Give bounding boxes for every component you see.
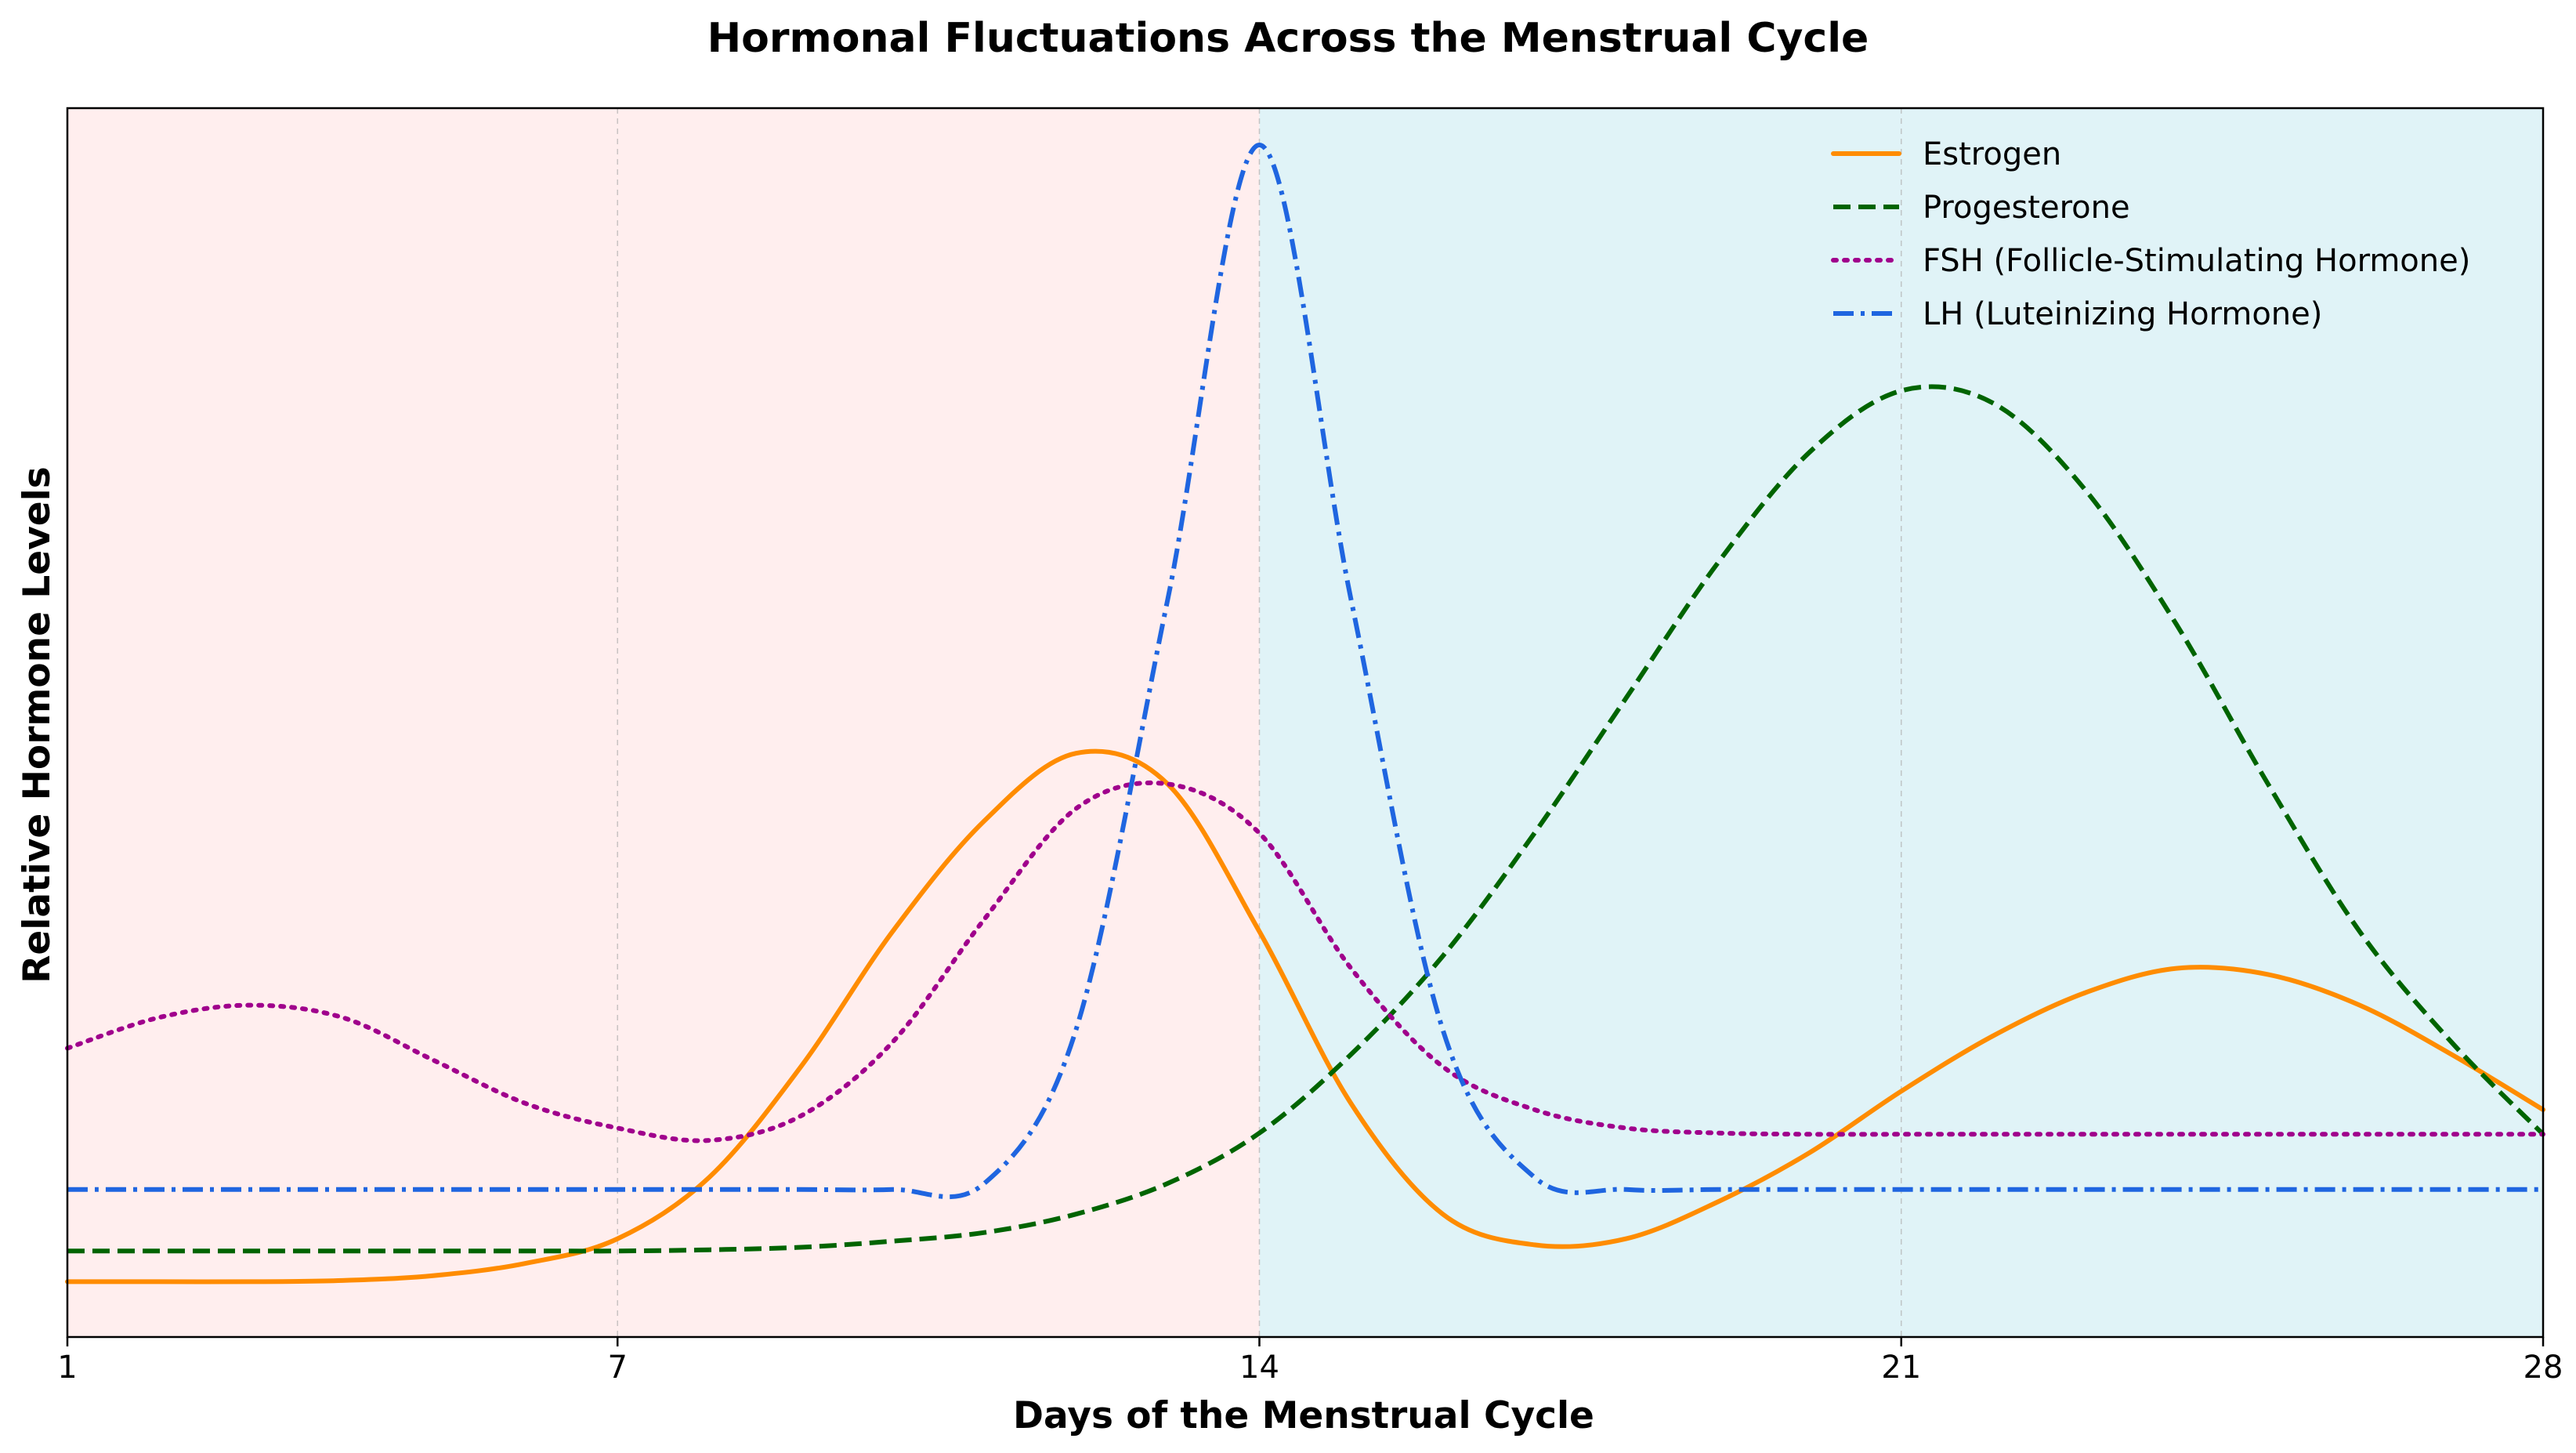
- legend: Estrogen Progesterone FSH (Follicle-Stimul…: [1831, 136, 2470, 332]
- plot-area: [65, 107, 2545, 1339]
- x-axis: 1 7 14 21 28: [57, 1337, 2563, 1386]
- legend-label-fsh-follicle-stimulating-hormone: FSH (Follicle-Stimulating Hormone): [1923, 243, 2470, 279]
- x-tick-label: 28: [2524, 1350, 2563, 1386]
- x-tick-label: 1: [57, 1350, 77, 1386]
- series-line-estrogen: [65, 748, 2545, 1285]
- plot-frame: [66, 107, 2545, 1339]
- legend-label-estrogen: Estrogen: [1923, 136, 2061, 172]
- series-line-fsh-follicle-stimulating-hormone: [65, 780, 2545, 1143]
- x-tick-label: 7: [607, 1350, 627, 1386]
- x-tick-label: 21: [1881, 1350, 1921, 1386]
- x-tick-label: 14: [1239, 1350, 1279, 1386]
- x-axis-label: Days of the Menstrual Cycle: [1013, 1394, 1594, 1437]
- chart-title: Hormonal Fluctuations Across the Menstru…: [707, 15, 1869, 62]
- series-line-progesterone: [67, 384, 2545, 1254]
- series-lines: [65, 143, 2545, 1285]
- legend-label-progesterone: Progesterone: [1923, 190, 2130, 226]
- follicular-phase-band: [67, 108, 1260, 1337]
- y-axis-label: Relative Hormone Levels: [16, 466, 59, 984]
- series-line-lh-luteinizing-hormone: [67, 143, 2543, 1200]
- legend-label-lh-luteinizing-hormone: LH (Luteinizing Hormone): [1923, 296, 2322, 332]
